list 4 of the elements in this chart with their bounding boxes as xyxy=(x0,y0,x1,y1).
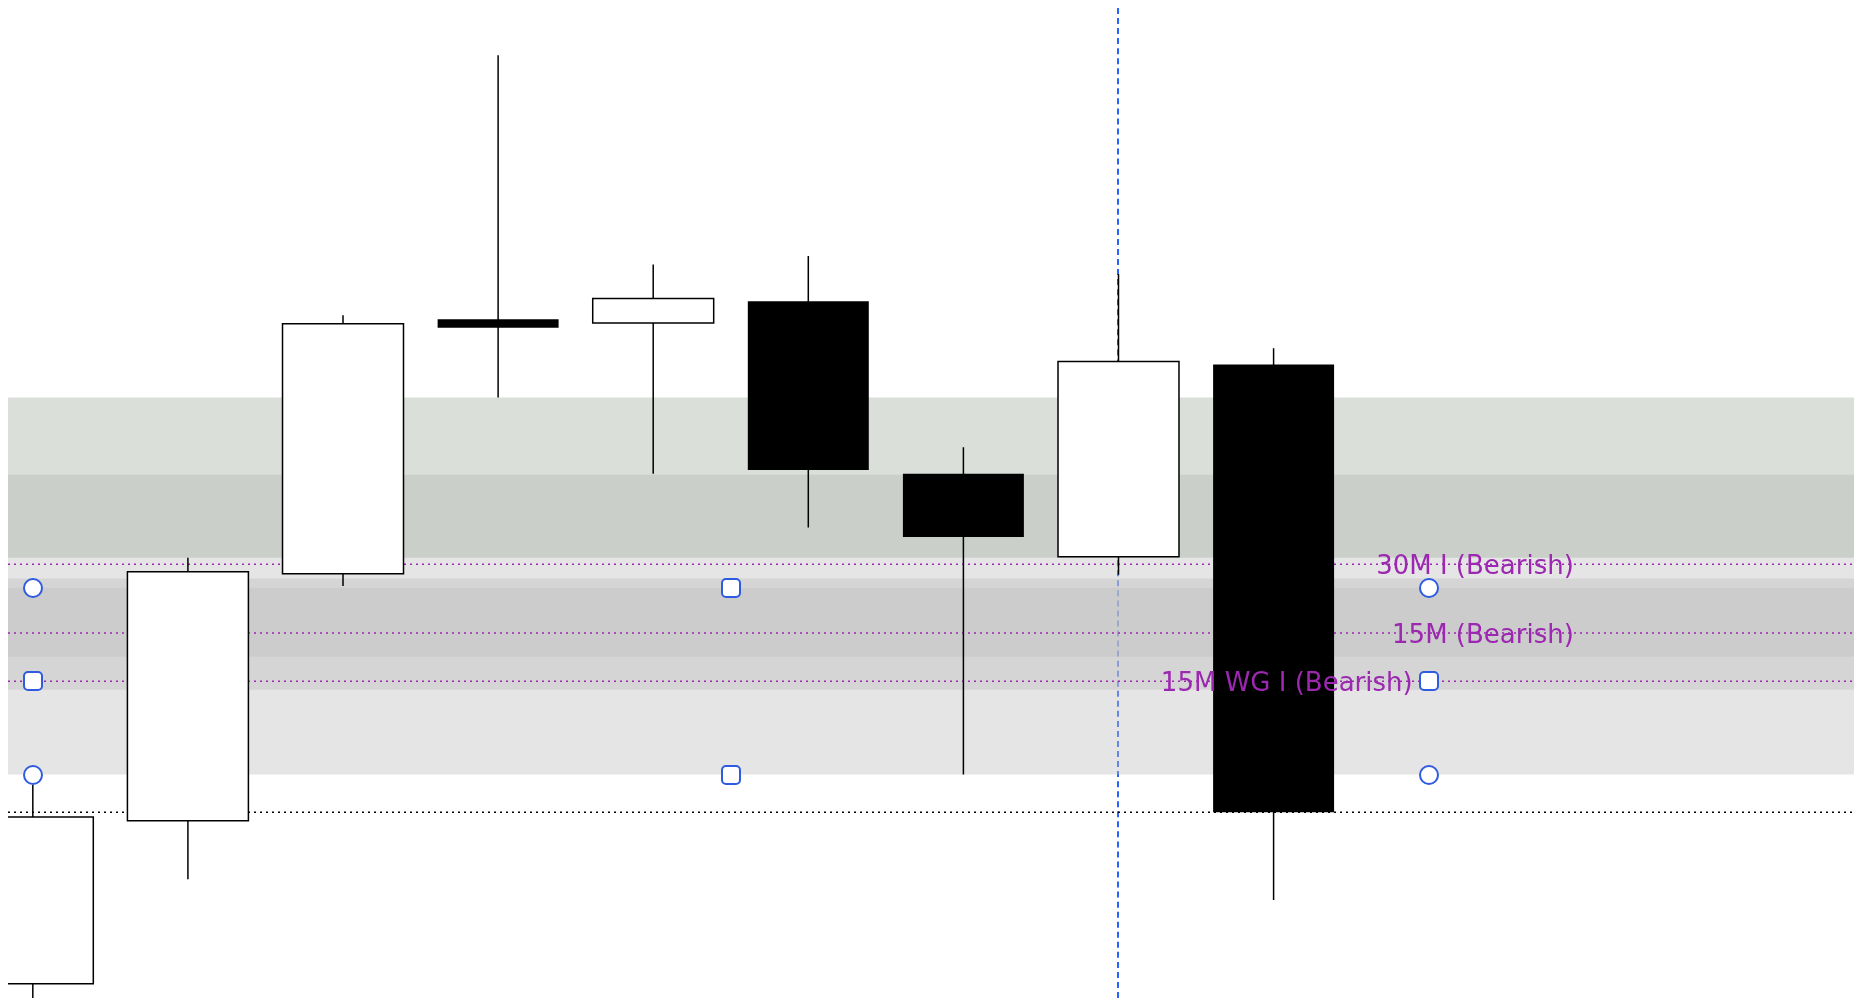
ref-line-label: 30M I (Bearish) xyxy=(1376,550,1574,581)
ref-line-label: 15M (Bearish) xyxy=(1392,618,1574,649)
candlestick xyxy=(437,54,559,399)
candlestick xyxy=(591,263,715,475)
